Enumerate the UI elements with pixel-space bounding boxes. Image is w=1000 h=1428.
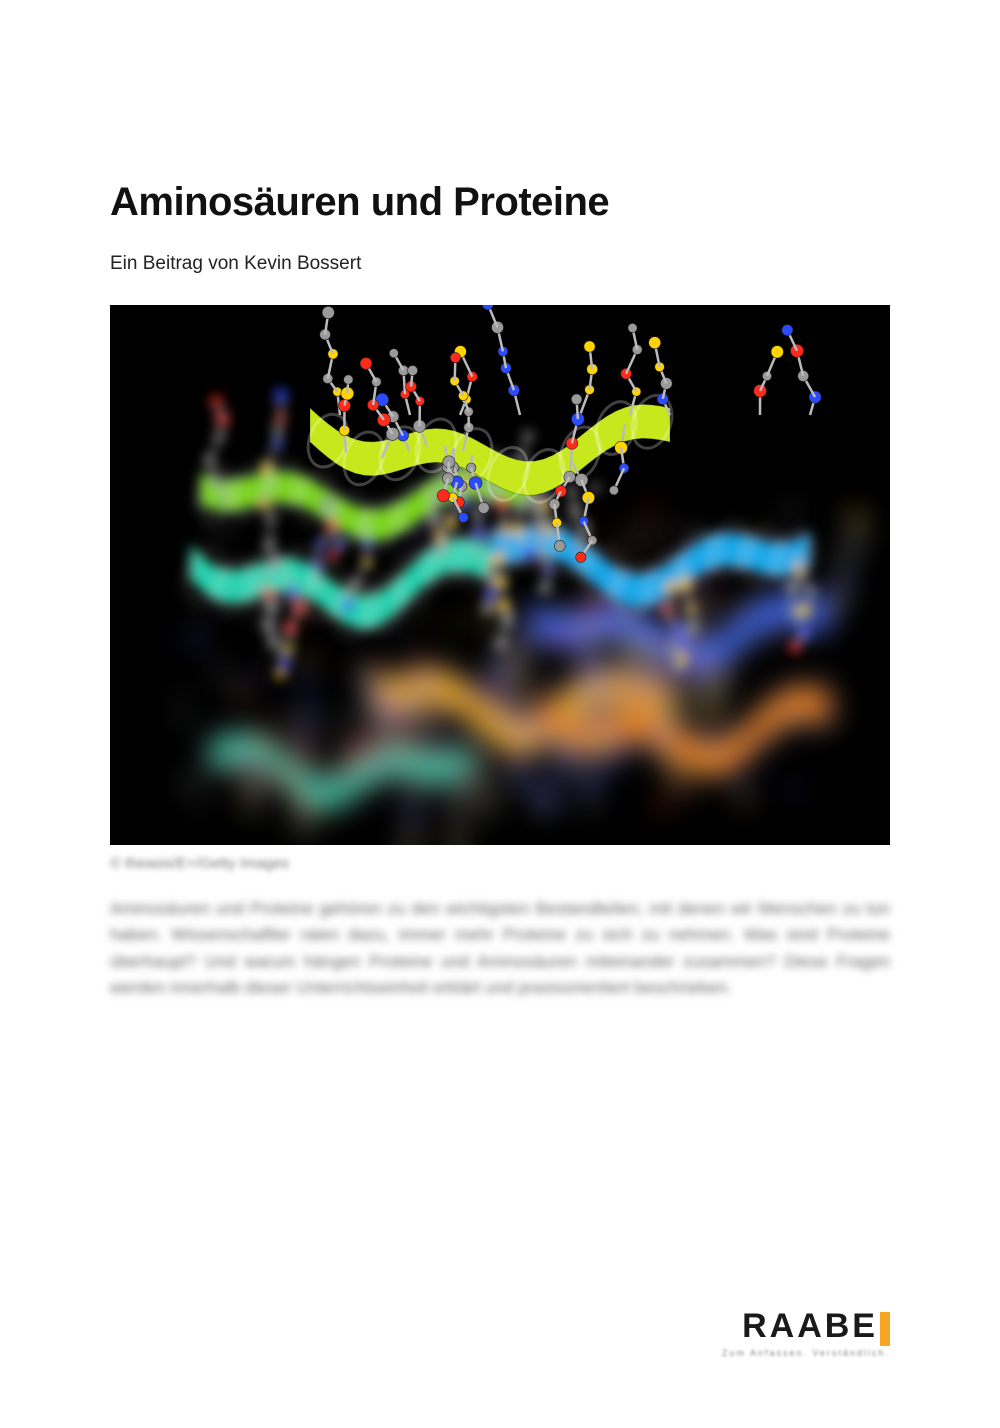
figure-caption: © theasis/E+/Getty Images: [110, 855, 890, 872]
page-title: Aminosäuren und Proteine: [110, 180, 890, 225]
logo-subtitle: Zum Anfassen. Verständlich.: [722, 1348, 890, 1358]
publisher-logo: RAABE Zum Anfassen. Verständlich.: [722, 1307, 890, 1358]
logo-accent: [880, 1312, 890, 1346]
intro-paragraph: Aminosäuren und Proteine gehören zu den …: [110, 896, 890, 1001]
logo-text: RAABE: [742, 1307, 878, 1346]
protein-figure: [110, 305, 890, 845]
byline: Ein Beitrag von Kevin Bossert: [110, 253, 890, 275]
